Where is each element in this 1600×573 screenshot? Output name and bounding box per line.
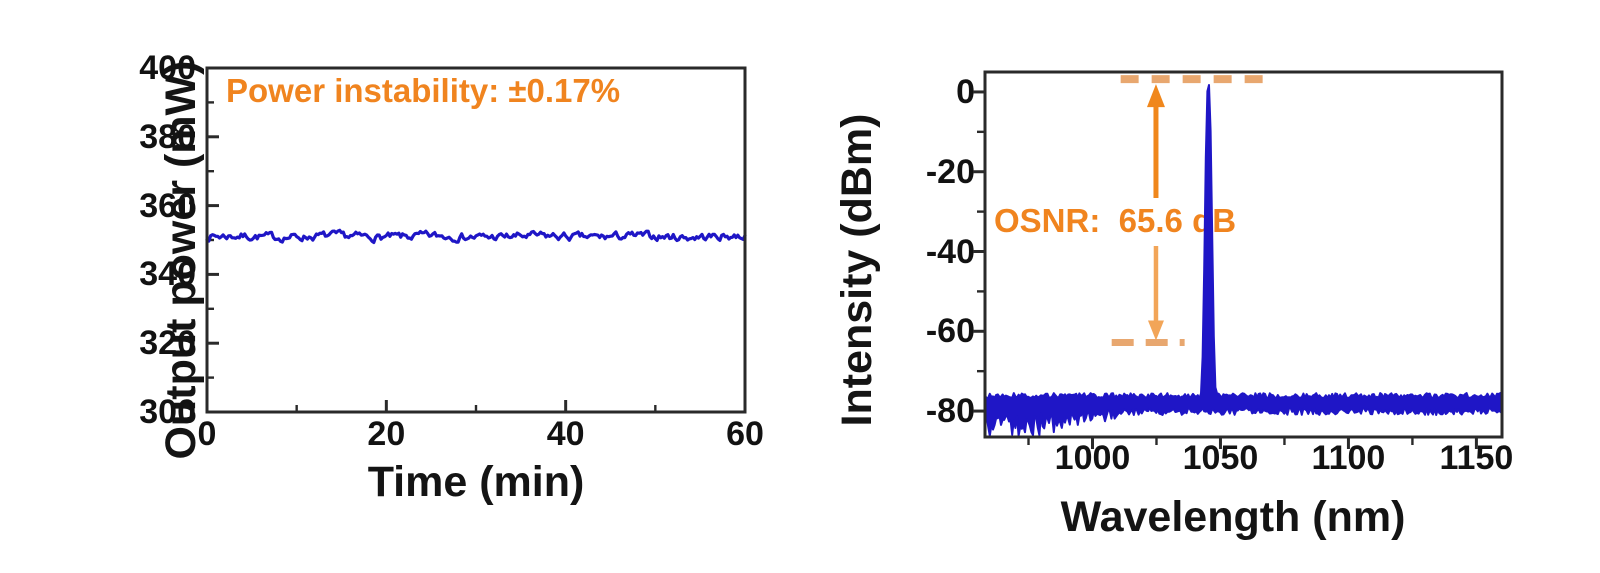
y-tick-label: 300: [139, 393, 196, 431]
x-tick-label: 0: [197, 415, 217, 453]
y-tick-label: 320: [139, 324, 196, 363]
x-tick-label: 1050: [1182, 439, 1259, 477]
y-tick-label: -20: [925, 152, 975, 191]
time-axis-label: Time (min): [367, 458, 585, 506]
wavelength-axis-label: Wavelength (nm): [1060, 493, 1406, 541]
x-tick-label: 40: [546, 415, 585, 453]
x-tick-label: 60: [726, 415, 764, 453]
y-tick-label: 380: [139, 117, 196, 156]
x-tick-label: 1000: [1054, 439, 1131, 477]
x-tick-label: 1100: [1311, 439, 1386, 477]
x-tick-label: 20: [367, 415, 406, 453]
y-tick-label: 340: [139, 255, 196, 294]
y-tick-label: 0: [956, 72, 975, 111]
x-tick-label: 1150: [1439, 439, 1514, 477]
y-tick-label: -60: [925, 312, 975, 351]
y-tick-label: -80: [925, 392, 975, 431]
y-tick-label: 360: [139, 186, 196, 225]
y-tick-label: 400: [139, 49, 196, 87]
y-tick-label: -40: [925, 232, 975, 271]
